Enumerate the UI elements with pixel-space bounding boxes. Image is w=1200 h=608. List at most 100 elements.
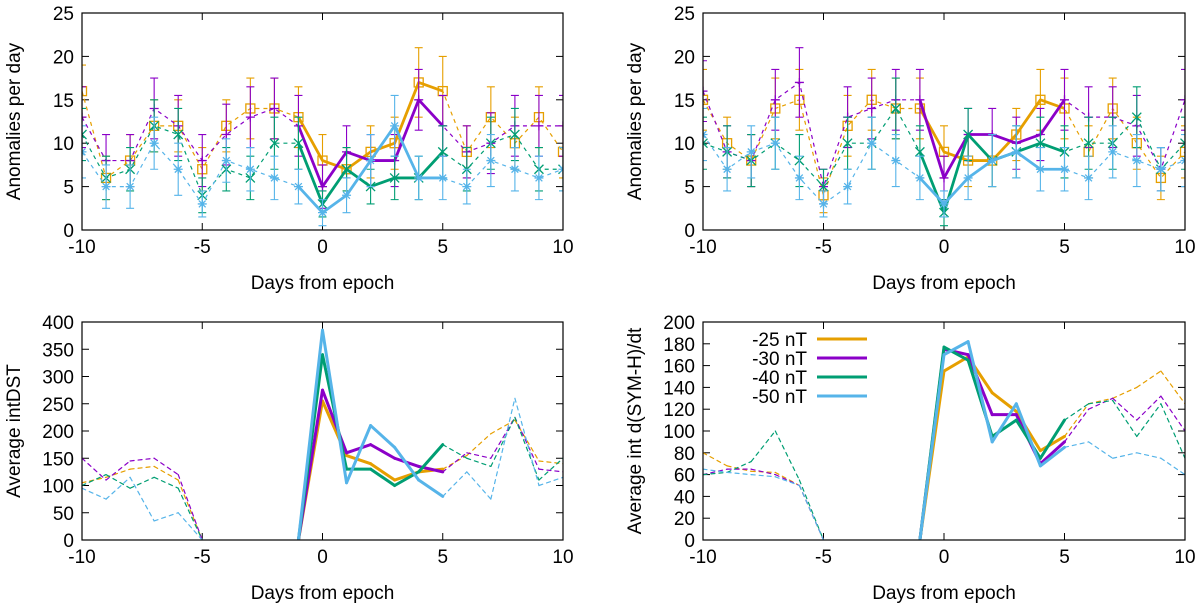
line-segment-dashed [1160,395,1185,432]
line-segment-dashed [1136,452,1162,459]
data-point [149,138,159,148]
plot-frame [702,12,1186,231]
line-segment-solid [417,443,445,474]
data-point [293,138,304,149]
line-segment-dashed [82,457,107,481]
line-segment-dashed [466,471,492,500]
x-tick-label: 10 [1174,547,1195,568]
line-segment-solid [990,402,1018,444]
legend-label: -40 nT [752,368,807,389]
line-segment-dashed [750,468,776,476]
line-segment-dashed [105,468,131,478]
data-point [703,86,708,96]
data-point [342,190,352,200]
line-segment-solid [369,467,397,487]
plot-area [703,340,1185,540]
data-point [939,199,949,209]
line-segment-dashed [153,512,179,522]
error-bar [1181,116,1185,170]
line-segment-solid [1038,440,1066,466]
data-point [197,156,207,166]
line-segment-dashed [129,476,155,489]
data-point [915,173,925,183]
x-tick-label: -5 [194,547,211,568]
x-tick-label: 5 [1059,237,1070,258]
y-tick-label: 200 [663,313,695,334]
data-point [245,164,255,174]
line-segment-dashed [442,452,468,473]
data-point [173,129,184,140]
error-bar [82,125,86,179]
line-segment-dashed [703,471,728,476]
line-segment-dashed [1160,403,1185,459]
data-point [269,138,280,149]
line-segment-dashed [1136,395,1162,421]
y-tick-label: 15 [674,91,695,112]
data-point [197,199,207,209]
y-tick-label: 50 [53,504,74,525]
data-point [221,156,231,166]
data-point [794,77,804,87]
line-segment-dashed [1063,441,1090,448]
series-50nt [82,94,563,227]
series-dashed-line [82,81,563,179]
x-tick-label: 0 [939,237,950,258]
y-tick-label: 25 [674,4,695,25]
data-point [722,164,732,174]
line-segment-dashed [153,476,179,489]
line-segment-dashed [514,416,540,470]
data-point [1180,95,1185,105]
error-bar [559,94,563,157]
data-point [462,182,472,192]
x-tick-label: -5 [194,237,211,258]
y-tick-label: 0 [684,221,695,242]
x-tick-label: -10 [68,547,95,568]
line-segment-dashed [1112,386,1138,399]
line-segment-dashed [105,476,131,500]
data-point [1131,112,1142,123]
data-point [438,173,448,183]
x-tick-label: -10 [689,547,716,568]
y-tick-label: 10 [674,134,695,155]
line-segment-solid [345,443,373,455]
plot-area [703,47,1185,227]
data-point [389,172,400,183]
line-segment-dashed [153,457,179,476]
data-point [1060,95,1069,105]
data-point [221,130,231,140]
y-tick-label: 20 [674,47,695,68]
y-tick-label: 5 [684,178,695,199]
series-50nt [703,107,1185,218]
line-segment-solid [321,328,349,485]
data-point [486,156,496,166]
y-tick-label: 180 [663,335,695,356]
plot-frame [81,321,564,541]
data-point [414,173,424,183]
panel-top-right: -10 -5 0 5 10 0 5 10 15 20 25 Days from epoch Anomal… [625,4,1196,294]
panel-top-left: -10 -5 0 5 10 0 5 10 15 20 25 Days from epoch Anomal… [4,4,574,294]
data-point [1035,94,1046,105]
line-segment-dashed [177,474,203,540]
line-segment-solid [321,388,349,455]
y-tick-label: 300 [42,368,74,389]
data-point [366,156,376,166]
line-segment-solid [369,462,397,482]
line-segment-dashed [177,512,203,540]
y-axis-label: Average intDST [4,364,25,498]
plot-area [82,47,563,227]
data-point [437,146,448,157]
line-segment-dashed [153,465,179,481]
data-point [510,164,520,174]
data-point [509,129,520,140]
data-point [534,121,544,131]
line-segment-dashed [1063,408,1090,443]
x-tick-label: 10 [552,237,573,258]
line-segment-dashed [129,465,155,470]
y-tick-label: 100 [663,422,695,443]
line-segment-dashed [466,452,492,459]
line-segment-dashed [490,419,516,435]
error-bar [703,60,707,123]
line-segment-dashed [726,460,752,474]
error-bar [1181,68,1185,131]
